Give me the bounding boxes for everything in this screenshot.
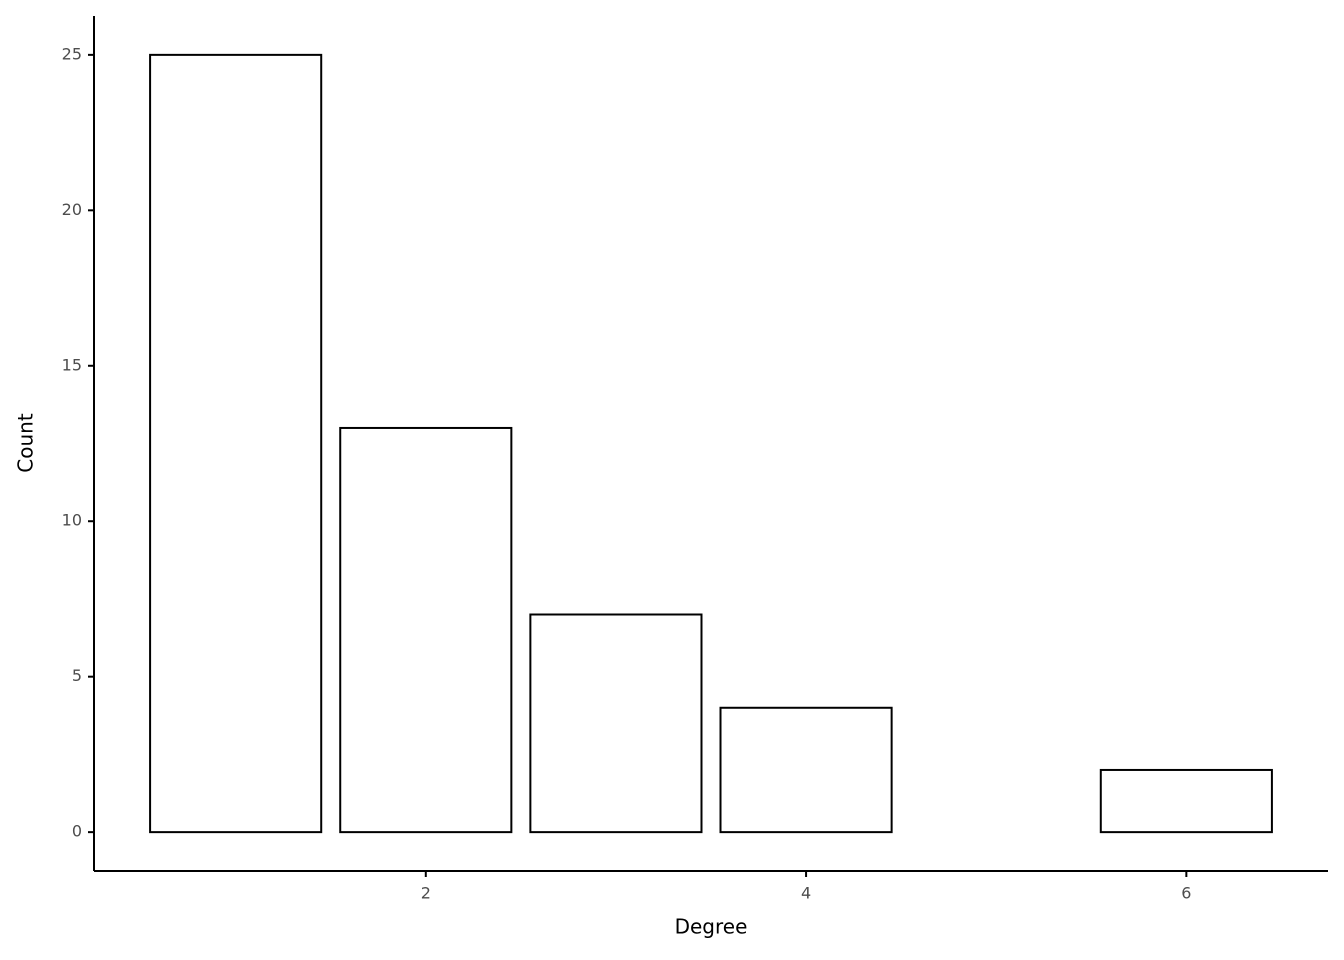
- bar: [339, 426, 513, 834]
- x-tick-label: 4: [801, 884, 811, 903]
- x-axis-title: Degree: [675, 915, 748, 939]
- y-tick-label: 0: [72, 822, 82, 841]
- y-tick-label: 15: [62, 355, 82, 374]
- bar: [1099, 768, 1273, 834]
- y-tick-label: 10: [62, 511, 82, 530]
- bar: [149, 53, 323, 834]
- y-tick-label: 20: [62, 200, 82, 219]
- x-tick-label: 2: [421, 884, 431, 903]
- y-axis-title: Count: [14, 413, 38, 473]
- y-tick-label: 5: [72, 666, 82, 685]
- bar: [529, 613, 703, 834]
- x-tick-label: 6: [1181, 884, 1191, 903]
- bar: [719, 706, 893, 834]
- y-tick-label: 25: [62, 44, 82, 63]
